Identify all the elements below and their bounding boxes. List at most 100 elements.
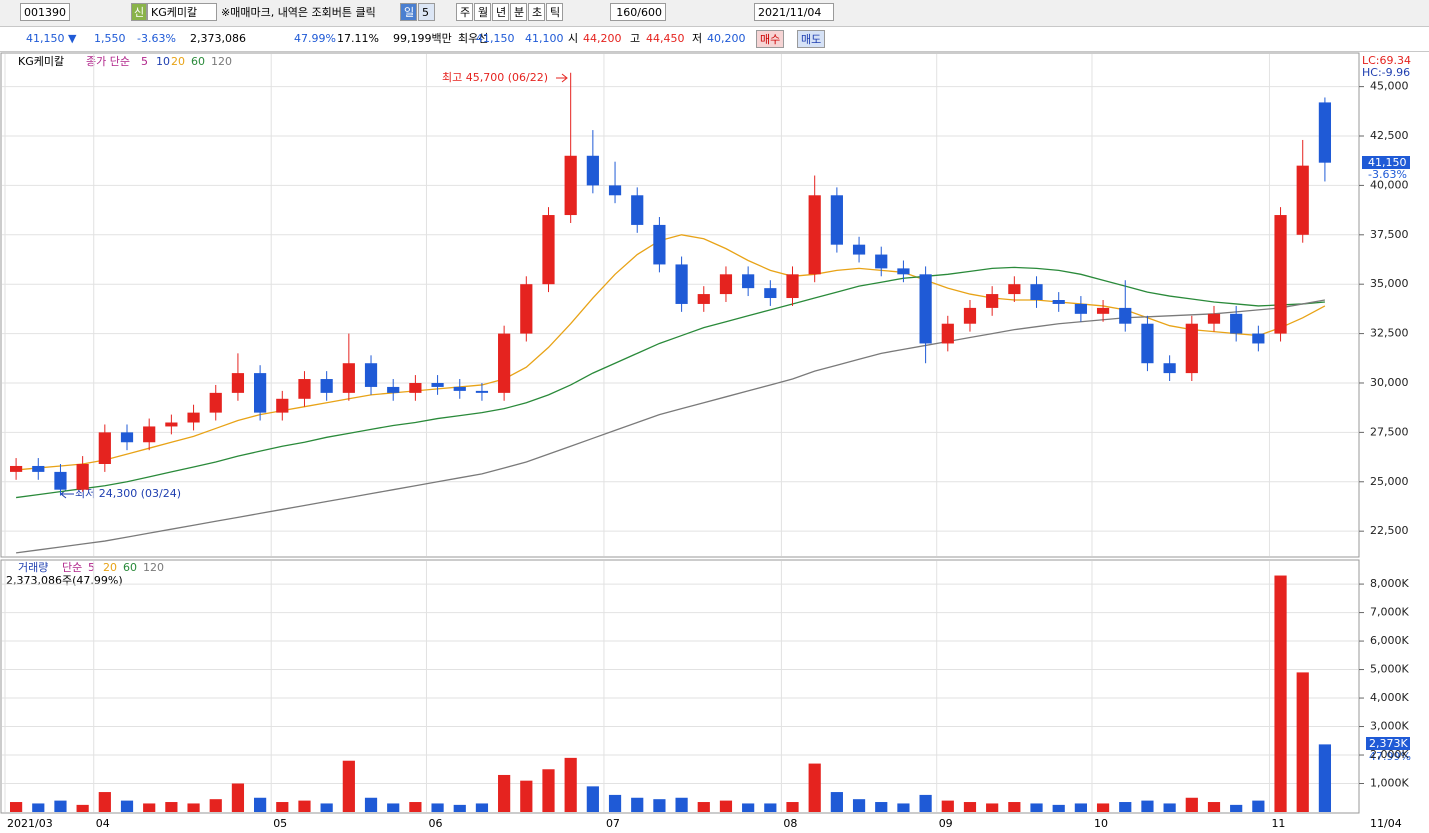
- candle-body: [1074, 303, 1087, 314]
- candle-body: [76, 463, 89, 490]
- period-button[interactable]: 월: [474, 3, 491, 21]
- candle-body: [1207, 313, 1221, 324]
- candle-body: [1318, 102, 1332, 163]
- y-tick-label: 1,000K: [1370, 777, 1409, 790]
- legend-item: 120: [143, 561, 164, 574]
- y-tick-label: 3,000K: [1370, 720, 1409, 733]
- quote-best-label: 최우선: [458, 32, 489, 45]
- name-input[interactable]: KG케미칼: [147, 3, 217, 21]
- volume-bar: [675, 797, 688, 812]
- volume-bar: [852, 799, 866, 812]
- max-annotation: 최고 45,700 (06/22): [442, 71, 548, 84]
- volume-bar: [98, 792, 111, 812]
- chart: KG케미칼 종가 단순 5 10 최고 45,700 (06/22) 최저 24…: [0, 52, 1411, 830]
- candle-body: [165, 422, 178, 427]
- x-tick-label: 09: [939, 817, 953, 830]
- volume-bar: [387, 803, 400, 812]
- volume-bar: [32, 803, 45, 812]
- quote-low-label: 저: [692, 32, 703, 45]
- legend-item: 60: [123, 561, 137, 574]
- volume-bar: [808, 763, 821, 812]
- candle-body: [919, 274, 932, 344]
- candle-body: [1030, 284, 1043, 300]
- code-input[interactable]: 001390: [20, 3, 70, 21]
- date-input[interactable]: 2021/11/04: [754, 3, 834, 21]
- candle-body: [98, 432, 111, 464]
- volume-bar: [165, 802, 178, 812]
- legend-item: 10: [156, 55, 170, 68]
- candle-body: [586, 155, 599, 186]
- candle-body: [1296, 165, 1309, 235]
- volume-bar: [1252, 800, 1265, 812]
- candle-body: [1141, 323, 1154, 364]
- volume-bar: [143, 803, 156, 812]
- max-arrow: [556, 73, 568, 83]
- x-tick-label: 08: [783, 817, 797, 830]
- sell-button[interactable]: 매도: [797, 30, 826, 48]
- quote-price: 41,150 ▼: [26, 32, 77, 45]
- volume-bar: [1185, 797, 1198, 812]
- y-tick-label: 45,000: [1370, 80, 1409, 93]
- candle-body: [475, 390, 489, 393]
- x-tick-label: 11: [1271, 817, 1285, 830]
- candle-body: [342, 363, 355, 393]
- period-button[interactable]: 년: [492, 3, 509, 21]
- y-tick-label: 4,000K: [1370, 691, 1409, 704]
- volume-bar: [697, 802, 710, 812]
- candle-body: [1008, 284, 1021, 295]
- y-tick-label: 35,000: [1370, 277, 1409, 290]
- min-annotation: 최저 24,300 (03/24): [75, 487, 181, 500]
- volume-bar: [875, 802, 888, 812]
- last-date: 11/04: [1370, 817, 1402, 830]
- candle-body: [276, 398, 289, 413]
- volume-bar: [364, 797, 378, 812]
- volume-bar: [542, 769, 555, 812]
- y-tick-label: 27,500: [1370, 425, 1409, 438]
- candle-body: [653, 224, 666, 265]
- volume-box: [1366, 737, 1410, 750]
- moving-average: [16, 266, 1325, 499]
- buy-button[interactable]: 매수: [756, 30, 785, 48]
- volume-bar: [254, 797, 267, 812]
- y-tick-label: 40,000: [1370, 178, 1409, 191]
- count[interactable]: 160/600: [610, 3, 666, 21]
- candle-body: [608, 185, 622, 196]
- period-button[interactable]: 분: [510, 3, 527, 21]
- x-tick-label: 10: [1094, 817, 1108, 830]
- volume-bar: [941, 800, 954, 812]
- volume-bar: [719, 800, 733, 812]
- period-button[interactable]: 일: [400, 3, 417, 21]
- volume-bar: [1207, 802, 1221, 812]
- volume-bar: [320, 803, 333, 812]
- period-button[interactable]: 초: [528, 3, 545, 21]
- y-tick-label: 5,000K: [1370, 663, 1409, 676]
- quote-open-label: 시: [568, 32, 579, 45]
- candle-body: [631, 195, 644, 225]
- price-frame: [0, 52, 1360, 558]
- period-button[interactable]: 주: [456, 3, 473, 21]
- period-button[interactable]: 틱: [546, 3, 563, 21]
- candle-body: [409, 382, 422, 393]
- volume-bar: [498, 774, 511, 812]
- price-box: [1362, 156, 1410, 169]
- volume-bar: [786, 802, 799, 812]
- candle-body: [1252, 333, 1265, 344]
- badge: 신: [131, 3, 147, 21]
- volume-bar: [897, 803, 910, 812]
- y-tick-label: 25,000: [1370, 475, 1409, 488]
- volume-bar: [231, 783, 245, 812]
- x-tick-label: 05: [273, 817, 287, 830]
- legend-item: 120: [211, 55, 232, 68]
- quote-ask: 41,150: [476, 32, 515, 45]
- legend-item: 5: [141, 55, 148, 68]
- volume-last-rate: 47.99%: [1369, 750, 1411, 763]
- candle-body: [697, 294, 710, 304]
- legend-label: 종가 단순: [86, 55, 130, 68]
- volume-bar: [1119, 802, 1132, 812]
- candle-body: [808, 195, 821, 275]
- period-button[interactable]: 5: [418, 3, 435, 21]
- candle-body: [364, 363, 378, 387]
- notice: ※매매마크, 내역은 조회버튼 클릭: [221, 6, 376, 19]
- legend-item: 20: [103, 561, 117, 574]
